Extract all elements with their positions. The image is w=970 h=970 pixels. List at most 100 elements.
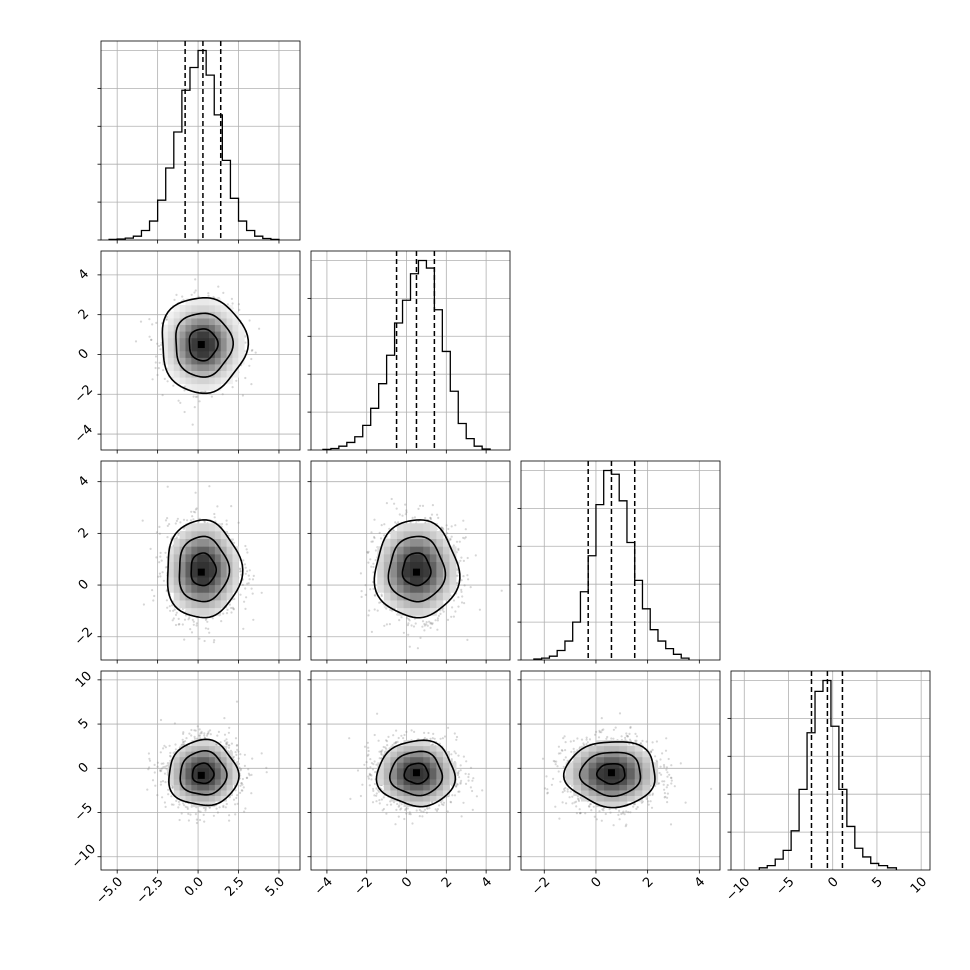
density-cell	[208, 553, 216, 563]
scatter-point	[462, 536, 465, 539]
scatter-point	[382, 807, 385, 811]
scatter-point	[431, 622, 434, 625]
scatter-point	[239, 568, 242, 571]
panel-content	[101, 461, 300, 660]
scatter-point	[450, 535, 453, 538]
scatter-point	[225, 743, 228, 746]
scatter-point	[449, 801, 453, 804]
density-cell	[214, 311, 222, 319]
scatter-point	[200, 732, 203, 735]
density-cell	[611, 790, 620, 797]
scatter-point	[427, 731, 430, 735]
scatter-point	[436, 617, 439, 620]
density-cell	[436, 538, 444, 547]
scatter-point	[457, 605, 460, 608]
scatter-point	[162, 762, 165, 765]
scatter-point	[564, 786, 567, 790]
scatter-point	[153, 771, 156, 774]
scatter-point	[385, 812, 388, 815]
scatter-point	[651, 792, 655, 795]
scatter-point	[146, 788, 149, 791]
density-cell	[197, 600, 204, 609]
density-peak	[197, 568, 205, 576]
scatter-point	[251, 757, 254, 760]
scatter-point	[452, 544, 455, 547]
density-cell	[191, 364, 198, 371]
scatter-point	[664, 749, 668, 752]
density-cell	[416, 538, 424, 547]
scatter-point	[460, 588, 463, 592]
scatter-point	[658, 771, 661, 775]
scatter-point	[169, 609, 172, 612]
scatter-point	[363, 745, 367, 748]
scatter-point	[651, 748, 654, 752]
density-cell	[619, 784, 628, 791]
density-cell	[208, 740, 216, 747]
scatter-point	[211, 617, 214, 620]
scatter-point	[563, 788, 566, 791]
scatter-point	[246, 551, 249, 554]
scatter-point	[158, 361, 161, 364]
density-cell	[596, 773, 605, 780]
scatter-point	[458, 776, 461, 779]
scatter-point	[666, 801, 669, 804]
scatter-point	[376, 609, 379, 612]
density-cell	[442, 592, 450, 601]
scatter-point	[460, 579, 463, 582]
density-cell	[396, 553, 404, 563]
scatter-point	[226, 741, 229, 744]
scatter-point	[400, 803, 403, 806]
scatter-point	[375, 792, 378, 795]
scatter-point	[134, 340, 138, 343]
scatter-point	[166, 315, 169, 319]
scatter-point	[667, 757, 670, 761]
scatter-point	[182, 740, 185, 744]
density-cell	[580, 751, 590, 758]
density-cell	[191, 569, 198, 578]
scatter-point	[162, 766, 165, 769]
density-cell	[442, 569, 450, 578]
scatter-point	[464, 782, 468, 786]
scatter-point	[399, 808, 402, 811]
scatter-point	[374, 559, 377, 562]
scatter-point	[455, 784, 458, 788]
scatter-point	[367, 775, 370, 778]
density-cell	[185, 553, 192, 563]
density-cell	[403, 584, 411, 593]
scatter-point	[457, 548, 460, 552]
density-cell	[173, 762, 181, 769]
density-cell	[173, 337, 181, 345]
scatter-point	[217, 285, 220, 288]
scatter-point	[378, 799, 381, 802]
scatter-point	[372, 787, 375, 791]
scatter-point	[453, 732, 456, 735]
density-cell	[410, 740, 418, 747]
scatter-point	[172, 803, 175, 806]
scatter-point	[666, 792, 670, 795]
density-cell	[390, 767, 398, 774]
scatter-point	[421, 504, 425, 507]
scatter-point	[413, 516, 416, 519]
scatter-point	[429, 621, 432, 625]
density-cell	[191, 298, 198, 306]
scatter-point	[450, 758, 453, 761]
density-cell	[220, 344, 227, 352]
scatter-point	[164, 551, 167, 554]
scatter-point	[231, 606, 234, 609]
density-cell	[203, 561, 210, 570]
scatter-point	[228, 819, 231, 822]
scatter-point	[166, 536, 169, 539]
density-cell	[449, 576, 457, 586]
grid-lines	[101, 251, 300, 450]
density-cell	[410, 784, 418, 791]
scatter-point	[371, 540, 374, 543]
scatter-point	[247, 768, 250, 771]
scatter-point	[183, 743, 186, 746]
density-cell	[383, 756, 391, 763]
density-cell	[232, 364, 239, 371]
density-cell	[619, 756, 628, 763]
scatter-point	[369, 588, 372, 591]
scatter-point	[161, 571, 164, 574]
scatter-point	[456, 569, 459, 572]
density-cell	[220, 751, 227, 758]
